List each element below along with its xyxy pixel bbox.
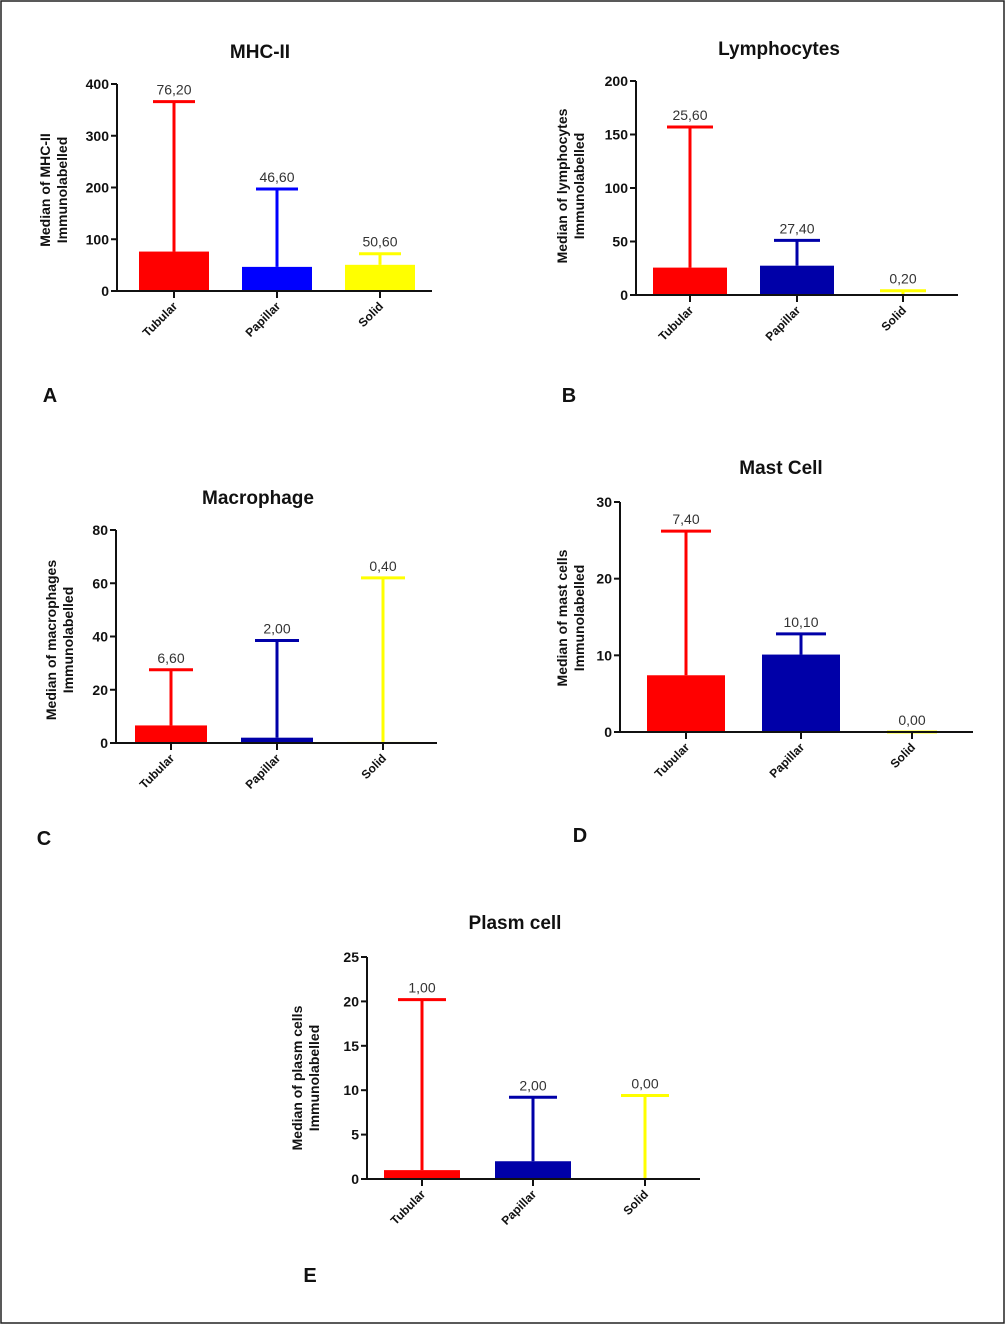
- bar-papillar: [241, 737, 313, 743]
- y-tick-label: 200: [86, 180, 110, 196]
- panel-letter: E: [303, 1265, 316, 1287]
- chart-title: MHC-II: [230, 42, 290, 63]
- data-label: 76,20: [156, 82, 191, 98]
- y-axis-label: Median of plasm cells: [289, 1005, 305, 1150]
- y-tick-label: 0: [100, 735, 108, 751]
- y-tick-label: 25: [343, 949, 359, 965]
- y-tick-label: 50: [612, 234, 628, 250]
- y-axis-label: Immunolabelled: [60, 587, 76, 694]
- panel-letter: C: [37, 828, 51, 850]
- y-tick-label: 20: [343, 993, 359, 1009]
- bar-tubular: [647, 675, 725, 732]
- y-tick-label: 10: [596, 647, 612, 663]
- chart-title: Macrophage: [202, 488, 314, 509]
- y-axis-label: Immunolabelled: [306, 1025, 322, 1132]
- data-label: 46,60: [259, 169, 294, 185]
- y-tick-label: 0: [101, 283, 109, 299]
- y-tick-label: 20: [596, 571, 612, 587]
- panel-letter: D: [573, 825, 587, 847]
- chart-title: Mast Cell: [739, 458, 822, 479]
- y-tick-label: 0: [604, 724, 612, 740]
- chart-title: Plasm cell: [469, 913, 562, 934]
- data-label: 0,00: [898, 712, 925, 728]
- data-label: 0,20: [889, 271, 916, 287]
- y-tick-label: 300: [86, 128, 110, 144]
- y-tick-label: 100: [86, 231, 110, 247]
- panel-letter: B: [562, 385, 576, 407]
- y-tick-label: 20: [92, 682, 108, 698]
- y-axis-label: Median of MHC-II: [37, 133, 53, 247]
- y-tick-label: 200: [605, 73, 629, 89]
- y-tick-label: 400: [86, 76, 110, 92]
- y-tick-label: 10: [343, 1082, 359, 1098]
- data-label: 27,40: [779, 220, 814, 236]
- bar-solid: [345, 264, 415, 291]
- panel-letter: A: [43, 385, 57, 407]
- y-tick-label: 100: [605, 180, 629, 196]
- data-label: 50,60: [362, 234, 397, 250]
- bar-tubular: [135, 725, 207, 743]
- data-label: 2,00: [263, 620, 290, 636]
- y-tick-label: 40: [92, 629, 108, 645]
- data-label: 0,40: [369, 558, 396, 574]
- y-tick-label: 80: [92, 522, 108, 538]
- y-tick-label: 0: [351, 1171, 359, 1187]
- y-axis-label: Immunolabelled: [54, 137, 70, 244]
- y-tick-label: 30: [596, 494, 612, 510]
- y-tick-label: 150: [605, 127, 629, 143]
- data-label: 1,00: [408, 980, 435, 996]
- bar-papillar: [760, 265, 834, 295]
- y-tick-label: 0: [620, 287, 628, 303]
- y-tick-label: 15: [343, 1038, 359, 1054]
- bar-tubular: [653, 267, 727, 295]
- data-label: 10,10: [783, 614, 818, 630]
- y-axis-label: Immunolabelled: [571, 133, 587, 240]
- data-label: 7,40: [672, 511, 699, 527]
- y-axis-label: Immunolabelled: [571, 565, 587, 672]
- bar-papillar: [242, 266, 312, 291]
- y-tick-label: 60: [92, 575, 108, 591]
- bar-tubular: [139, 251, 209, 291]
- data-label: 0,00: [631, 1076, 658, 1092]
- bar-papillar: [495, 1161, 571, 1179]
- y-axis-label: Median of mast cells: [554, 549, 570, 686]
- y-axis-label: Median of macrophages: [43, 560, 59, 720]
- data-label: 2,00: [519, 1077, 546, 1093]
- y-tick-label: 5: [351, 1127, 359, 1143]
- y-axis-label: Median of lymphocytes: [554, 108, 570, 263]
- chart-title: Lymphocytes: [718, 39, 840, 60]
- bar-papillar: [762, 654, 840, 732]
- data-label: 6,60: [157, 650, 184, 666]
- data-label: 25,60: [672, 107, 707, 123]
- bar-tubular: [384, 1170, 460, 1179]
